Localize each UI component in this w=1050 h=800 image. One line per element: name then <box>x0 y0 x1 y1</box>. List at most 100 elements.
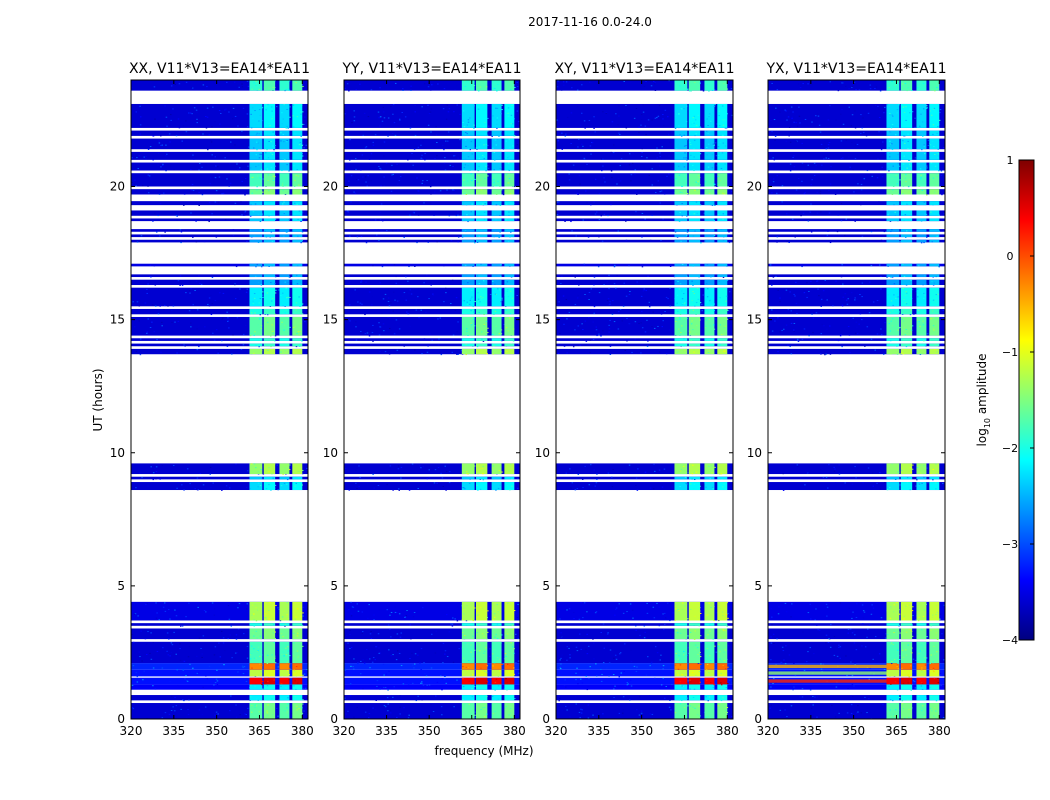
noise-speck <box>491 135 493 137</box>
rfi-speck <box>470 644 472 646</box>
rfi-speck <box>297 656 300 658</box>
noise-speck <box>687 334 689 336</box>
rfi-speck <box>479 644 481 646</box>
noise-speck <box>914 687 917 689</box>
rfi-band <box>717 80 728 91</box>
noise-speck <box>221 193 223 195</box>
rfi-speck <box>686 317 688 319</box>
rfi-speck <box>709 298 712 300</box>
rfi-speck <box>709 325 712 327</box>
noise-speck <box>628 265 630 267</box>
rfi-band <box>279 263 290 267</box>
noise-speck <box>357 301 359 303</box>
noise-speck <box>132 708 135 710</box>
noise-speck <box>592 638 594 640</box>
rfi-speck <box>301 239 303 241</box>
rfi-speck <box>296 274 298 276</box>
noise-speck <box>303 673 306 675</box>
rfi-speck <box>295 482 298 484</box>
rfi-band <box>461 476 475 480</box>
noise-speck <box>727 613 729 615</box>
noise-speck <box>613 283 616 285</box>
noise-speck <box>378 334 381 336</box>
rfi-speck <box>264 617 266 619</box>
rfi-speck <box>707 288 709 290</box>
rfi-speck <box>723 193 726 195</box>
rfi-band <box>292 623 303 626</box>
noise-speck <box>201 166 203 168</box>
noise-speck <box>639 634 641 636</box>
noise-speck <box>634 321 637 323</box>
rfi-speck <box>695 333 697 335</box>
noise-speck <box>246 113 249 115</box>
noise-speck <box>189 663 191 665</box>
noise-speck <box>518 635 520 637</box>
rfi-speck <box>464 488 466 490</box>
noise-speck <box>155 617 158 619</box>
rfi-speck <box>678 610 680 612</box>
noise-speck <box>379 219 382 221</box>
rfi-band <box>476 695 488 701</box>
noise-speck <box>432 83 434 85</box>
rfi-speck <box>721 152 724 154</box>
noise-speck <box>618 712 621 714</box>
rfi-band <box>249 229 263 232</box>
rfi-speck <box>710 116 712 118</box>
rfi-band <box>476 684 488 690</box>
noise-speck <box>241 180 243 182</box>
rfi-speck <box>680 83 683 85</box>
rfi-band <box>504 623 515 626</box>
noise-speck <box>662 668 664 670</box>
rfi-band <box>461 210 475 216</box>
rfi-speck <box>492 339 494 341</box>
noise-speck <box>589 81 591 83</box>
rfi-speck <box>476 610 479 612</box>
rfi-speck <box>721 192 724 194</box>
noise-speck <box>171 321 173 323</box>
noise-speck <box>444 653 446 655</box>
noise-speck <box>226 311 228 313</box>
time-segment <box>344 338 520 341</box>
rfi-band <box>491 138 502 150</box>
rfi-speck <box>284 312 286 314</box>
noise-speck <box>595 326 598 328</box>
noise-speck <box>147 318 149 320</box>
rfi-speck <box>680 240 682 242</box>
noise-speck <box>503 703 505 705</box>
rfi-speck <box>298 144 301 146</box>
noise-speck <box>379 125 381 127</box>
rfi-speck <box>256 338 259 340</box>
noise-speck <box>377 229 380 231</box>
rfi-speck <box>713 324 715 326</box>
rfi-speck <box>682 163 684 165</box>
noise-speck <box>361 154 364 156</box>
rfi-band <box>717 130 728 136</box>
rfi-speck <box>286 608 289 610</box>
rfi-speck <box>273 642 275 644</box>
rfi-band <box>674 338 688 341</box>
rfi-speck <box>714 466 716 468</box>
rfi-speck <box>693 351 695 353</box>
rfi-speck <box>686 275 688 277</box>
noise-speck <box>593 118 596 120</box>
noise-speck <box>353 668 355 670</box>
rfi-band <box>704 189 715 195</box>
rfi-speck <box>725 613 728 615</box>
noise-speck <box>226 345 229 347</box>
noise-speck <box>210 294 212 296</box>
noise-speck <box>619 308 622 310</box>
rfi-speck <box>894 681 897 683</box>
noise-speck <box>577 138 580 140</box>
rfi-speck <box>296 679 298 681</box>
rfi-band <box>279 316 290 336</box>
noise-speck <box>453 155 456 157</box>
noise-speck <box>187 112 190 114</box>
rfi-speck <box>493 159 496 161</box>
rfi-speck <box>259 635 262 637</box>
rfi-speck <box>727 666 729 668</box>
rfi-speck <box>462 352 464 354</box>
rfi-speck <box>683 157 685 159</box>
noise-speck <box>244 210 247 212</box>
rfi-band <box>717 189 728 195</box>
noise-speck <box>223 664 225 666</box>
